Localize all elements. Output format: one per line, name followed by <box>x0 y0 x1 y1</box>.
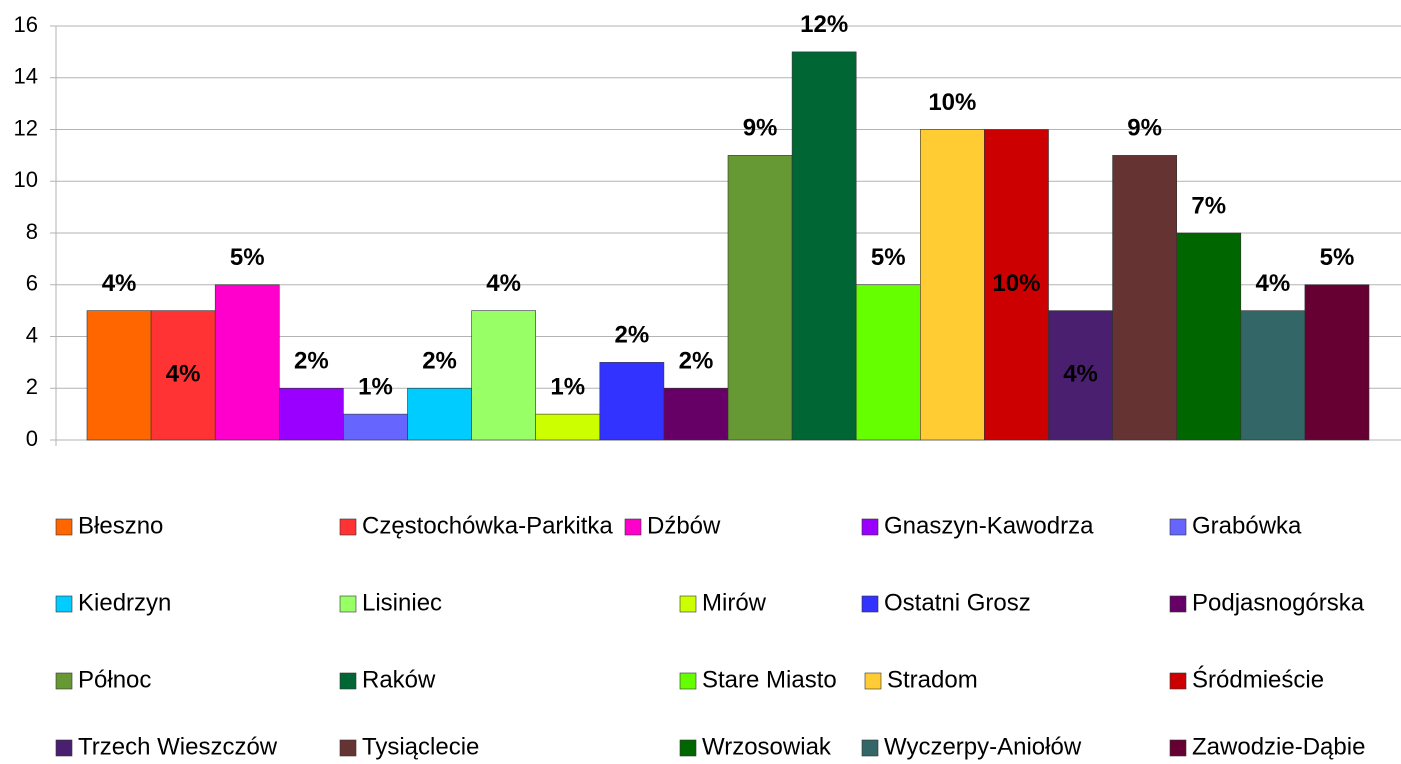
legend-label: Gnaszyn-Kawodrza <box>884 512 1094 539</box>
legend-label: Północ <box>78 666 151 693</box>
legend-label: Dźbów <box>647 512 721 539</box>
legend-label: Częstochówka-Parkitka <box>362 512 613 539</box>
bar <box>855 284 921 441</box>
bar <box>407 387 472 441</box>
bar <box>1176 232 1242 441</box>
data-label: 2% <box>294 348 329 375</box>
legend-swatch <box>679 672 697 690</box>
y-tick-label: 2 <box>26 374 38 399</box>
data-label: 5% <box>1320 244 1355 271</box>
bar <box>1048 310 1113 441</box>
y-tick-label: 14 <box>14 64 38 89</box>
legend-label: Trzech Wieszczów <box>78 733 278 760</box>
legend-label: Grabówka <box>1192 512 1302 539</box>
data-label: 12% <box>800 11 848 38</box>
legend-swatch <box>55 595 73 613</box>
legend-swatch <box>679 595 697 613</box>
data-label: 2% <box>679 348 714 375</box>
legend-label: Wrzosowiak <box>702 733 832 760</box>
y-tick-label: 6 <box>26 271 38 296</box>
legend-label: Kiedrzyn <box>78 589 171 616</box>
y-tick-label: 12 <box>14 115 38 140</box>
legend-swatch <box>861 739 879 757</box>
legend-swatch <box>624 518 642 536</box>
y-tick-label: 16 <box>14 12 38 37</box>
data-label: 1% <box>358 373 393 400</box>
data-label: 4% <box>486 270 521 297</box>
legend-label: Tysiąclecie <box>362 733 479 760</box>
data-label: 10% <box>928 89 976 116</box>
y-tick-label: 0 <box>26 426 38 451</box>
legend-label: Raków <box>362 666 436 693</box>
bar <box>984 129 1049 441</box>
legend-swatch <box>1169 595 1187 613</box>
legend-swatch <box>339 595 357 613</box>
bar <box>1112 155 1177 441</box>
bar <box>663 387 729 441</box>
bar <box>919 129 985 441</box>
legend-label: Stradom <box>887 666 978 693</box>
bar <box>727 155 793 441</box>
bar <box>471 310 537 441</box>
data-label: 9% <box>1127 115 1162 142</box>
bar <box>1304 284 1370 441</box>
legend-swatch <box>864 672 882 690</box>
legend-label: Ostatni Grosz <box>884 589 1031 616</box>
data-label: 2% <box>615 322 650 349</box>
data-label: 4% <box>166 361 201 388</box>
legend-label: Wyczerpy-Aniołów <box>884 733 1082 760</box>
y-tick-label: 4 <box>26 322 38 347</box>
legend-label: Stare Miasto <box>702 666 837 693</box>
legend-swatch <box>679 739 697 757</box>
legend-swatch <box>1169 739 1187 757</box>
legend-swatch <box>1169 518 1187 536</box>
legend-label: Lisiniec <box>362 589 442 616</box>
legend-swatch <box>1169 672 1187 690</box>
data-label: 10% <box>992 270 1040 297</box>
legend-label: Błeszno <box>78 512 163 539</box>
legend-swatch <box>55 739 73 757</box>
data-label: 1% <box>550 373 585 400</box>
bar <box>214 284 280 441</box>
data-label: 2% <box>422 348 457 375</box>
legend-label: Mirów <box>702 589 767 616</box>
legend-label: Zawodzie-Dąbie <box>1192 733 1365 760</box>
data-label: 4% <box>1063 361 1098 388</box>
legend-swatch <box>339 518 357 536</box>
legend-swatch <box>339 672 357 690</box>
bar <box>791 51 857 441</box>
legend-swatch <box>55 518 73 536</box>
bar <box>278 387 344 441</box>
legend-swatch <box>861 595 879 613</box>
legend-swatch <box>339 739 357 757</box>
bar <box>535 413 601 441</box>
data-label: 9% <box>743 115 778 142</box>
bar <box>86 310 152 441</box>
legend-swatch <box>55 672 73 690</box>
bar <box>1240 310 1306 441</box>
legend-swatch <box>861 518 879 536</box>
y-tick-label: 10 <box>14 167 38 192</box>
legend-label: Śródmieście <box>1192 665 1324 693</box>
y-tick-label: 8 <box>26 219 38 244</box>
legend-label: Podjasnogórska <box>1192 589 1365 616</box>
data-label: 5% <box>230 244 265 271</box>
data-label: 7% <box>1191 192 1226 219</box>
bar <box>150 310 216 441</box>
bar <box>343 413 408 441</box>
bar <box>599 362 665 441</box>
data-label: 4% <box>102 270 137 297</box>
data-label: 4% <box>1256 270 1291 297</box>
data-label: 5% <box>871 244 906 271</box>
